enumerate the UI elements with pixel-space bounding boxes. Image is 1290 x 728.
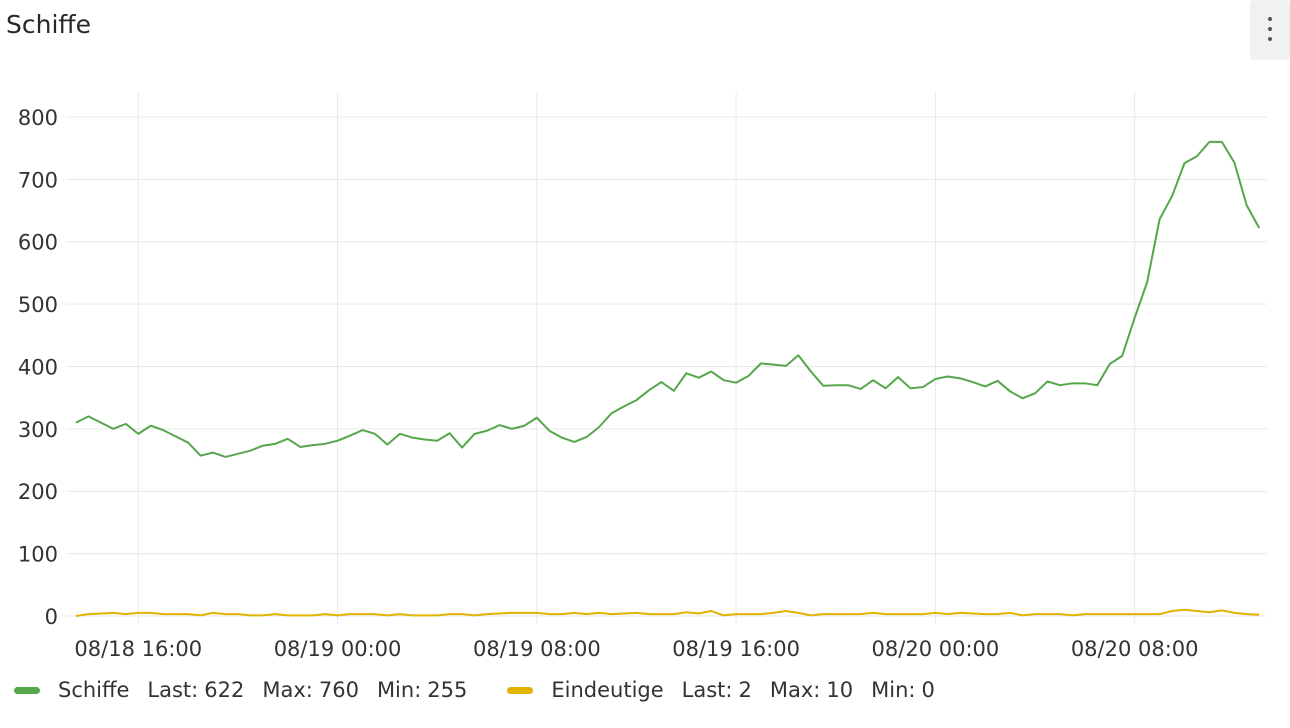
y-tick-label: 400	[18, 355, 58, 379]
legend-stat-value: 255	[427, 678, 468, 702]
legend-swatch	[507, 686, 534, 694]
legend-stat-label: Max:	[769, 678, 821, 702]
panel-menu-button[interactable]	[1250, 0, 1290, 60]
panel-title: Schiffe	[6, 10, 92, 39]
legend-stat-value: 2	[738, 678, 752, 702]
series-line	[75, 140, 1261, 458]
y-tick-label: 600	[18, 231, 58, 255]
y-tick-label: 700	[18, 168, 58, 192]
legend-stat-label: Max:	[262, 678, 313, 702]
x-tick-label: 08/20 00:00	[872, 637, 1000, 661]
legend-stat-value: 760	[318, 678, 359, 702]
y-tick-label: 800	[18, 106, 58, 130]
x-tick-label: 08/19 08:00	[473, 637, 601, 661]
legend-stat-label: Last:	[147, 678, 199, 702]
x-tick-label: 08/18 16:00	[74, 637, 202, 661]
legend-swatch	[14, 686, 40, 694]
x-tick-label: 08/19 00:00	[274, 637, 402, 661]
legend-stat-label: Last:	[681, 678, 733, 702]
legend-label: Eindeutige	[551, 678, 664, 702]
y-tick-label: 300	[18, 418, 58, 442]
legend-stat-value: 622	[204, 678, 245, 702]
y-tick-label: 200	[18, 480, 58, 504]
legend-stat-value: 10	[826, 678, 854, 702]
legend: Schiffe Last: 622 Max: 760 Min: 255 Eindeutige L…	[14, 678, 975, 702]
y-tick-label: 500	[18, 293, 58, 317]
y-tick-label: 100	[18, 543, 58, 567]
chart: 0 100 200 300 400 500 600 700 800 08/18 16:00 08/1…	[18, 92, 1267, 661]
series-line	[75, 608, 1260, 617]
legend-stat-value: 0	[921, 678, 935, 702]
legend-item[interactable]: Schiffe Last: 622 Max: 760 Min: 255	[14, 678, 485, 702]
y-tick-label: 0	[45, 605, 58, 629]
legend-stat-label: Min:	[376, 678, 422, 702]
legend-stat-label: Min:	[871, 678, 916, 702]
x-tick-label: 08/20 08:00	[1071, 637, 1199, 661]
legend-label: Schiffe	[58, 678, 130, 702]
x-tick-label: 08/19 16:00	[672, 637, 800, 661]
legend-item[interactable]: Eindeutige Last: 2 Max: 10 Min: 0	[507, 678, 952, 702]
